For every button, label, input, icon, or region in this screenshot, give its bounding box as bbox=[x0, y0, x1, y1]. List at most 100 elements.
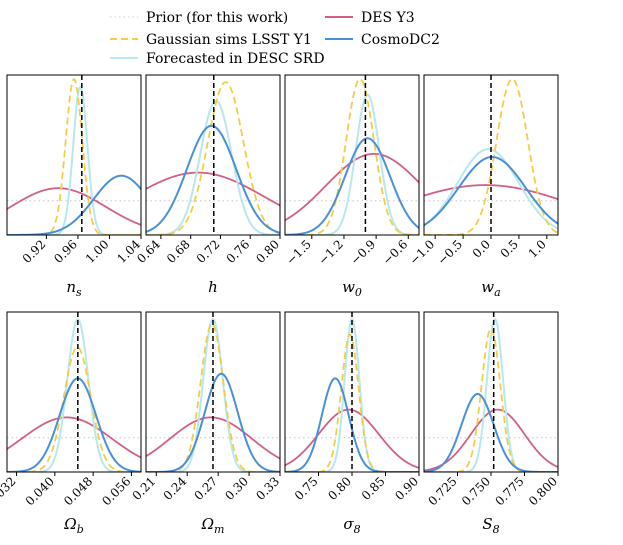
x-tick-label: 0.75 bbox=[292, 474, 321, 503]
x-axis-label-main: Ω bbox=[63, 515, 76, 533]
x-axis-label: w0 bbox=[342, 278, 362, 299]
x-axis-label: Ωb bbox=[63, 515, 83, 536]
panel-sigma_8: 0.75 0.80 0.85 0.90 σ8 bbox=[284, 311, 421, 536]
x-tick-label: 0.30 bbox=[222, 474, 251, 503]
x-axis-label-sub: b bbox=[77, 523, 84, 536]
panel-frame bbox=[145, 74, 281, 236]
x-tick-label: 0.800 bbox=[526, 474, 560, 508]
legend-label-des: DES Y3 bbox=[361, 10, 415, 26]
x-axis-label-sub: m bbox=[214, 523, 224, 536]
legend-entry-srd: Forecasted in DESC SRD bbox=[110, 51, 325, 67]
x-axis-label-sub: s bbox=[76, 286, 82, 299]
panel-h: 0.64 0.68 0.72 0.76 0.80 h bbox=[134, 74, 282, 296]
legend-entry-des: DES Y3 bbox=[325, 10, 415, 26]
x-tick-label: 1.00 bbox=[83, 237, 112, 266]
curve-srd bbox=[7, 85, 141, 235]
curve-cosmo bbox=[7, 377, 141, 472]
curve-srd bbox=[7, 318, 141, 472]
panel-Omega_b: 0.032 0.040 0.048 0.056 Ωb bbox=[0, 311, 142, 536]
legend-label-cosmo: CosmoDC2 bbox=[361, 32, 440, 48]
x-axis-label: wa bbox=[481, 278, 500, 299]
panel-S_8: 0.725 0.750 0.775 0.800 S8 bbox=[423, 311, 560, 536]
panel-w0-curves bbox=[285, 78, 419, 235]
x-axis-label-sub: 8 bbox=[493, 523, 500, 536]
x-axis-label-main: w bbox=[342, 278, 355, 296]
x-axis-label: S8 bbox=[482, 515, 499, 536]
curve-srd bbox=[285, 317, 419, 472]
panel-Omega_b-curves bbox=[7, 318, 141, 472]
x-tick-label: 0.24 bbox=[161, 474, 190, 503]
x-tick-label: 0.96 bbox=[51, 237, 80, 266]
panel-frame bbox=[145, 311, 281, 473]
legend-label-srd: Forecasted in DESC SRD bbox=[146, 51, 325, 67]
x-tick-label: 0.056 bbox=[99, 474, 133, 508]
x-tick-label: 0.80 bbox=[325, 474, 354, 503]
curve-des bbox=[7, 187, 141, 226]
x-tick-label: −0.6 bbox=[380, 237, 411, 268]
curve-des bbox=[424, 184, 558, 200]
panel-frame bbox=[284, 74, 420, 236]
panel-S_8-curves bbox=[424, 317, 558, 472]
x-tick-label: 0.76 bbox=[224, 237, 253, 266]
x-tick-label: 0.048 bbox=[61, 474, 95, 508]
x-tick-label: −1.0 bbox=[407, 237, 438, 268]
x-tick-label: 0.775 bbox=[492, 474, 526, 508]
x-tick-label: 0.0 bbox=[470, 237, 493, 260]
x-tick-label: 0.032 bbox=[0, 474, 19, 508]
x-axis-label-sub: 8 bbox=[354, 523, 361, 536]
x-tick-label: 0.040 bbox=[23, 474, 57, 508]
x-axis-label: h bbox=[208, 278, 218, 296]
curve-gauss bbox=[7, 77, 141, 235]
x-axis-label-main: S bbox=[482, 515, 492, 533]
panel-w0: −1.5 −1.2 −0.9 −0.6 w0 bbox=[283, 74, 420, 299]
curve-des bbox=[7, 416, 141, 459]
legend: Prior (for this work) Gaussian sims LSST … bbox=[110, 10, 440, 67]
x-tick-label: −0.5 bbox=[435, 237, 466, 268]
x-tick-label: −1.2 bbox=[316, 237, 347, 268]
x-tick-label: 0.725 bbox=[425, 474, 459, 508]
x-axis-label-main: h bbox=[208, 278, 218, 296]
curve-srd bbox=[285, 93, 419, 235]
panel-frame bbox=[6, 311, 142, 473]
legend-label-gauss: Gaussian sims LSST Y1 bbox=[146, 32, 312, 48]
legend-entry-cosmo: CosmoDC2 bbox=[325, 32, 440, 48]
curve-des bbox=[424, 408, 558, 472]
x-tick-label: 0.5 bbox=[498, 237, 521, 260]
x-axis-label: Ωm bbox=[201, 515, 225, 536]
panel-frame bbox=[6, 74, 142, 236]
x-tick-label: 0.64 bbox=[134, 237, 163, 266]
x-tick-label: 0.90 bbox=[392, 474, 421, 503]
x-tick-label: 0.21 bbox=[130, 474, 159, 503]
x-tick-label: 0.33 bbox=[253, 474, 282, 503]
curve-cosmo bbox=[7, 174, 141, 235]
x-axis-label: ns bbox=[66, 278, 82, 299]
panel-n_s-curves bbox=[7, 77, 141, 235]
x-axis-label: σ8 bbox=[343, 515, 360, 536]
curve-cosmo bbox=[285, 137, 419, 235]
curve-des bbox=[285, 152, 419, 221]
x-tick-label: 0.68 bbox=[164, 237, 193, 266]
x-axis-label-main: w bbox=[481, 278, 494, 296]
x-axis-label-main: Ω bbox=[201, 515, 214, 533]
curve-cosmo bbox=[285, 377, 419, 472]
curve-gauss bbox=[7, 346, 141, 472]
x-axis-label-main: σ bbox=[343, 515, 354, 533]
x-tick-label: 0.750 bbox=[459, 474, 493, 508]
panel-Omega_m: 0.21 0.24 0.27 0.30 0.33 Ωm bbox=[130, 311, 282, 536]
x-tick-label: 0.92 bbox=[20, 237, 49, 266]
x-tick-label: 0.27 bbox=[191, 474, 220, 503]
x-axis-label-sub: 0 bbox=[355, 286, 362, 299]
x-tick-label: −0.9 bbox=[348, 237, 379, 268]
legend-label-prior: Prior (for this work) bbox=[146, 10, 288, 26]
x-tick-label: −1.5 bbox=[283, 237, 314, 268]
panel-wa: −1.0−0.5 0.0 0.5 1.0 wa bbox=[407, 74, 559, 299]
curve-srd bbox=[424, 317, 558, 472]
x-tick-label: 0.72 bbox=[194, 237, 223, 266]
legend-entry-gauss: Gaussian sims LSST Y1 bbox=[110, 32, 312, 48]
legend-entry-prior: Prior (for this work) bbox=[110, 10, 288, 26]
curve-cosmo bbox=[424, 392, 558, 472]
x-axis-label-sub: a bbox=[494, 286, 501, 299]
